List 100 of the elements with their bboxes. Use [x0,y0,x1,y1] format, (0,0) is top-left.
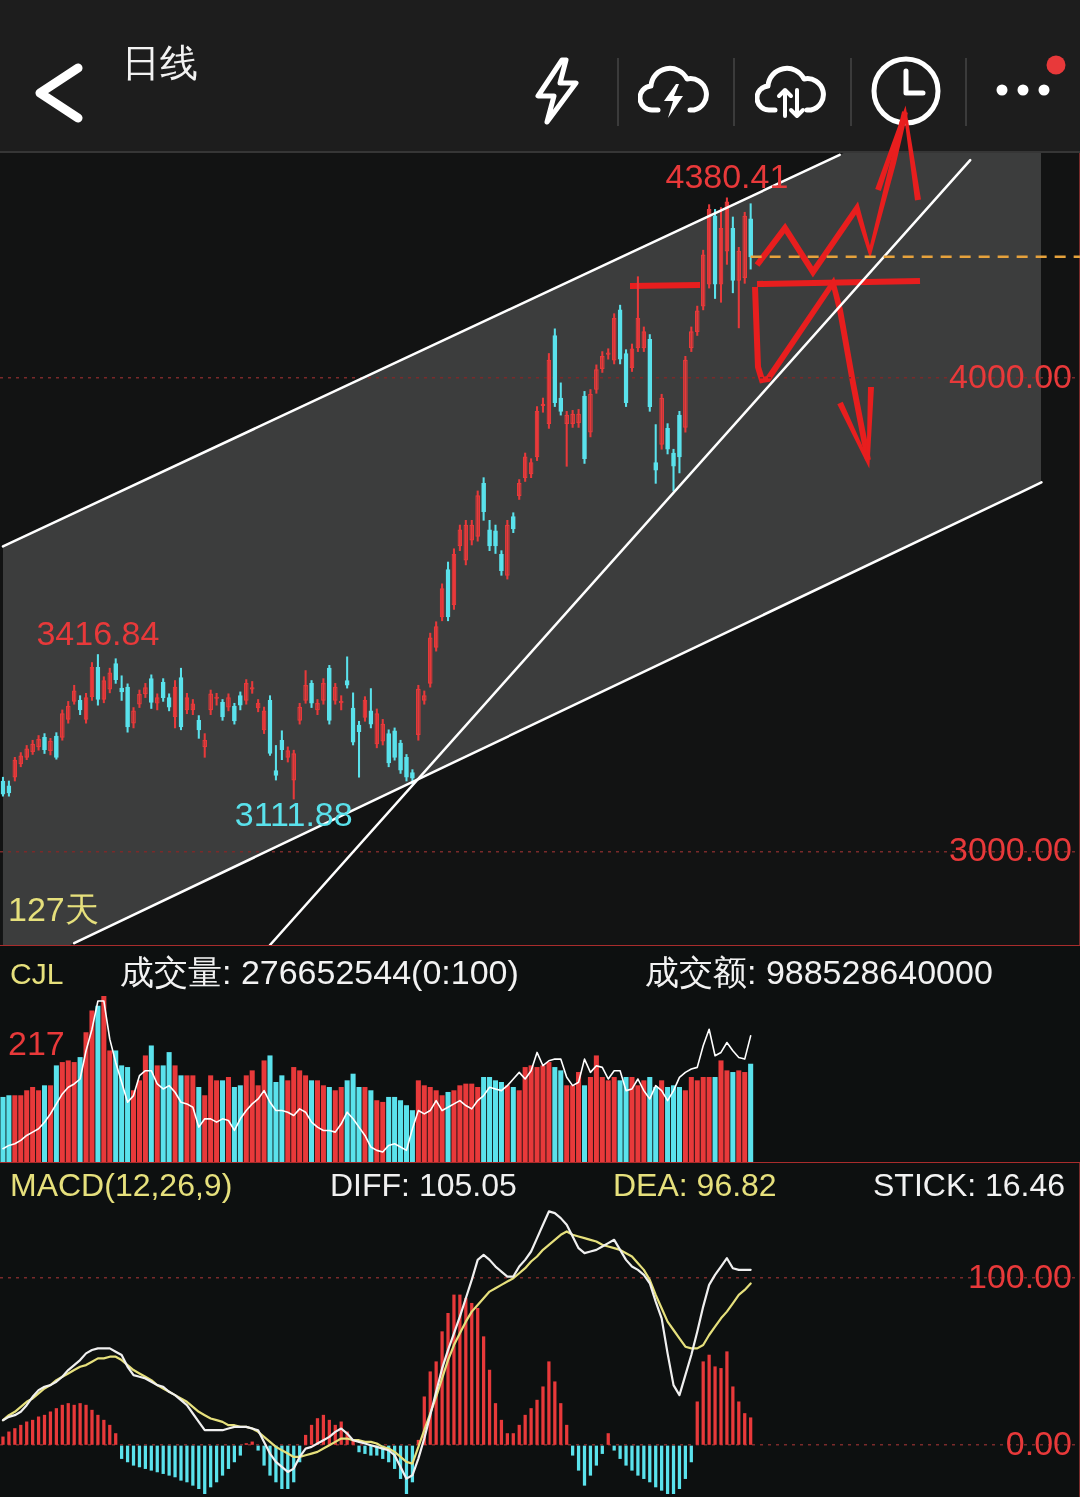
bar [191,1445,195,1486]
bar [209,1445,213,1488]
bar [547,1361,551,1445]
bar [196,1086,202,1162]
bar [541,1386,545,1445]
bar [226,1445,231,1469]
bar [72,1404,76,1445]
bar [719,1368,723,1445]
bar [179,1445,183,1481]
annotation: 3416.84 [36,613,160,652]
chart-title: 日线 [122,42,198,84]
bar [41,1085,48,1162]
bar [309,1080,315,1162]
bar [594,1445,598,1466]
bar [571,1445,575,1456]
chart-title: MACD(12,26,9) [10,1167,233,1203]
bar [96,1414,100,1445]
bar [660,1445,664,1491]
bar [707,1354,711,1445]
bar [445,1091,451,1162]
bar [446,1312,450,1445]
bar [510,1086,516,1162]
bar [220,1080,226,1162]
bar [161,1445,165,1474]
bar [487,1369,492,1445]
bar [576,1445,581,1471]
bar [452,1294,456,1445]
bar [493,1403,498,1445]
bar [748,1063,754,1162]
bar [476,1307,480,1445]
bar [90,1409,94,1445]
bar [197,1445,201,1489]
annotation: 127天 [8,890,99,929]
text: 成交额: 988528640000 [645,953,993,991]
bar [559,1403,563,1445]
y-tick-label: 100.00 [968,1256,1072,1295]
bar [612,1445,616,1451]
bar [683,1445,688,1479]
bar [511,1433,515,1445]
bar [368,1090,374,1162]
bar [154,1065,160,1162]
bar [238,1445,242,1456]
bar [172,1065,178,1162]
bar [309,1424,314,1445]
bar [114,1433,118,1445]
bar [470,1302,474,1445]
bar [60,1404,64,1445]
bar [19,1424,23,1445]
bar [581,1085,588,1162]
bar [565,1424,569,1445]
bar [303,1434,308,1445]
bar [648,1445,652,1483]
bar [149,1445,153,1471]
bar [36,1416,41,1445]
bar [624,1445,628,1466]
annotation: 217 [8,1024,65,1062]
bar [256,1445,260,1451]
bar [582,1445,587,1486]
bar [120,1445,124,1459]
bar [743,1413,747,1445]
bar [48,1411,53,1445]
bar [148,1045,154,1162]
bar [712,1077,718,1162]
bar [155,1445,159,1473]
bar [66,1403,70,1445]
bar [167,1445,171,1476]
bar [505,1433,509,1445]
bar [54,1408,58,1445]
bar [47,1085,53,1162]
candlestick [214,692,219,706]
bar [357,1445,361,1453]
chart-subtitle: 成交量: 276652544(0:100) [120,953,519,991]
y-tick-label: 4000.00 [949,356,1072,395]
bar [695,1401,699,1445]
annotation: STICK: 16.46 [873,1167,1066,1203]
bar [95,1005,101,1162]
bar [730,1072,736,1162]
bar [108,1424,112,1445]
bar [731,1386,735,1445]
bar [143,1445,148,1469]
bar [178,1075,184,1162]
bar [13,1428,17,1445]
bar [458,1294,462,1445]
bar [185,1445,189,1483]
bar [131,1445,136,1466]
bar [77,1057,83,1162]
annotation: 4380.41 [665,157,789,196]
bar [630,1445,634,1471]
annotation: 3111.88 [234,795,353,834]
bar [504,1085,510,1162]
bar [7,1431,11,1445]
bar [53,1065,59,1162]
bar [659,1080,665,1162]
bar [84,1404,88,1445]
bar [326,1086,332,1162]
series-label: DEA: 96.82 [613,1167,777,1203]
bar [363,1445,367,1454]
bar [173,1445,177,1478]
bar [529,1408,533,1445]
bar [665,1445,670,1494]
